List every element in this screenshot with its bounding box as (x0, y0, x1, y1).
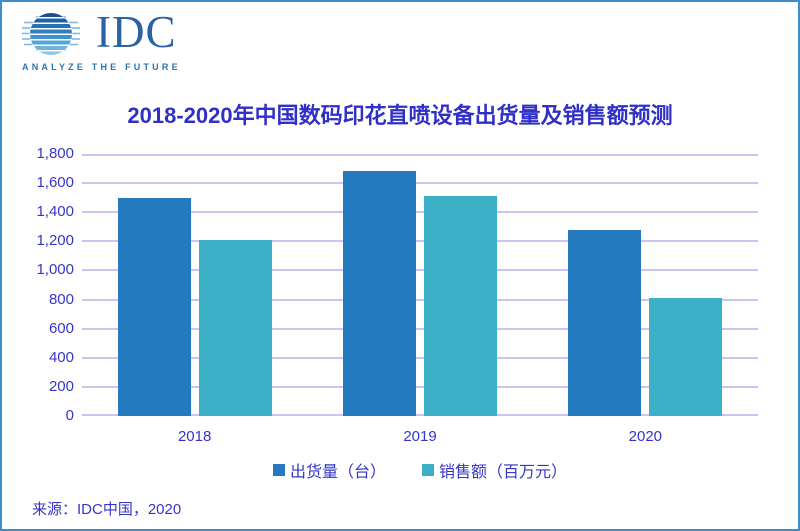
gridline (82, 269, 758, 272)
bar-2020-series-1 (649, 298, 723, 416)
bar-2019-series-0 (343, 171, 416, 416)
y-tick-label: 1,600 (36, 174, 74, 192)
source-note: 来源：IDC中国，2020 (32, 501, 182, 518)
gridline (82, 356, 758, 359)
bar-2018-series-1 (198, 239, 272, 416)
gridline (82, 385, 758, 388)
gridline (82, 414, 758, 416)
legend-swatch-icon (272, 464, 285, 476)
bar-2020-series-0 (568, 230, 642, 416)
legend-item-1: 销售额（百万元） (422, 458, 567, 482)
y-tick-label: 800 (48, 290, 74, 308)
legend-label: 出货量（台） (289, 464, 386, 481)
gridline (82, 211, 758, 214)
x-tick-label: 2020 (628, 428, 663, 445)
idc-logo-text: IDC (96, 7, 177, 57)
idc-globe-icon (22, 12, 80, 56)
x-tick-label: 2018 (177, 428, 212, 445)
legend-label: 销售额（百万元） (439, 464, 568, 481)
gridline (82, 154, 758, 156)
chart-title: 2018-2020年中国数码印花直喷设备出货量及销售额预测 (127, 103, 673, 128)
x-axis: 2018 2019 2020 (82, 428, 758, 448)
idc-logo: IDC ANALYZE THE FUTURE (22, 10, 181, 72)
y-tick-label: 1,800 (36, 145, 74, 162)
gridline (82, 298, 758, 301)
gridline (82, 240, 758, 243)
gridline (82, 182, 758, 185)
y-tick-label: 400 (48, 348, 74, 366)
y-tick-label: 1,000 (36, 261, 74, 279)
y-axis: 0 200 400 600 800 1,000 1,200 1,400 1,600 1,800 (2, 145, 74, 424)
y-tick-label: 200 (48, 377, 74, 395)
bar-2018-series-0 (117, 197, 191, 416)
y-tick-label: 0 (65, 407, 74, 424)
y-tick-label: 600 (48, 319, 74, 337)
legend-swatch-icon (422, 464, 434, 476)
idc-logo-tagline: ANALYZE THE FUTURE (22, 62, 181, 72)
bar-2019-series-1 (424, 196, 497, 416)
y-tick-label: 1,200 (36, 232, 74, 250)
y-tick-label: 1,400 (36, 203, 74, 221)
x-tick-label: 2019 (403, 428, 437, 445)
gridline (82, 327, 758, 330)
plot-area (82, 154, 758, 416)
chart-legend: 出货量（台） 销售额（百万元） (82, 458, 758, 482)
legend-item-0: 出货量（台） (272, 458, 386, 482)
